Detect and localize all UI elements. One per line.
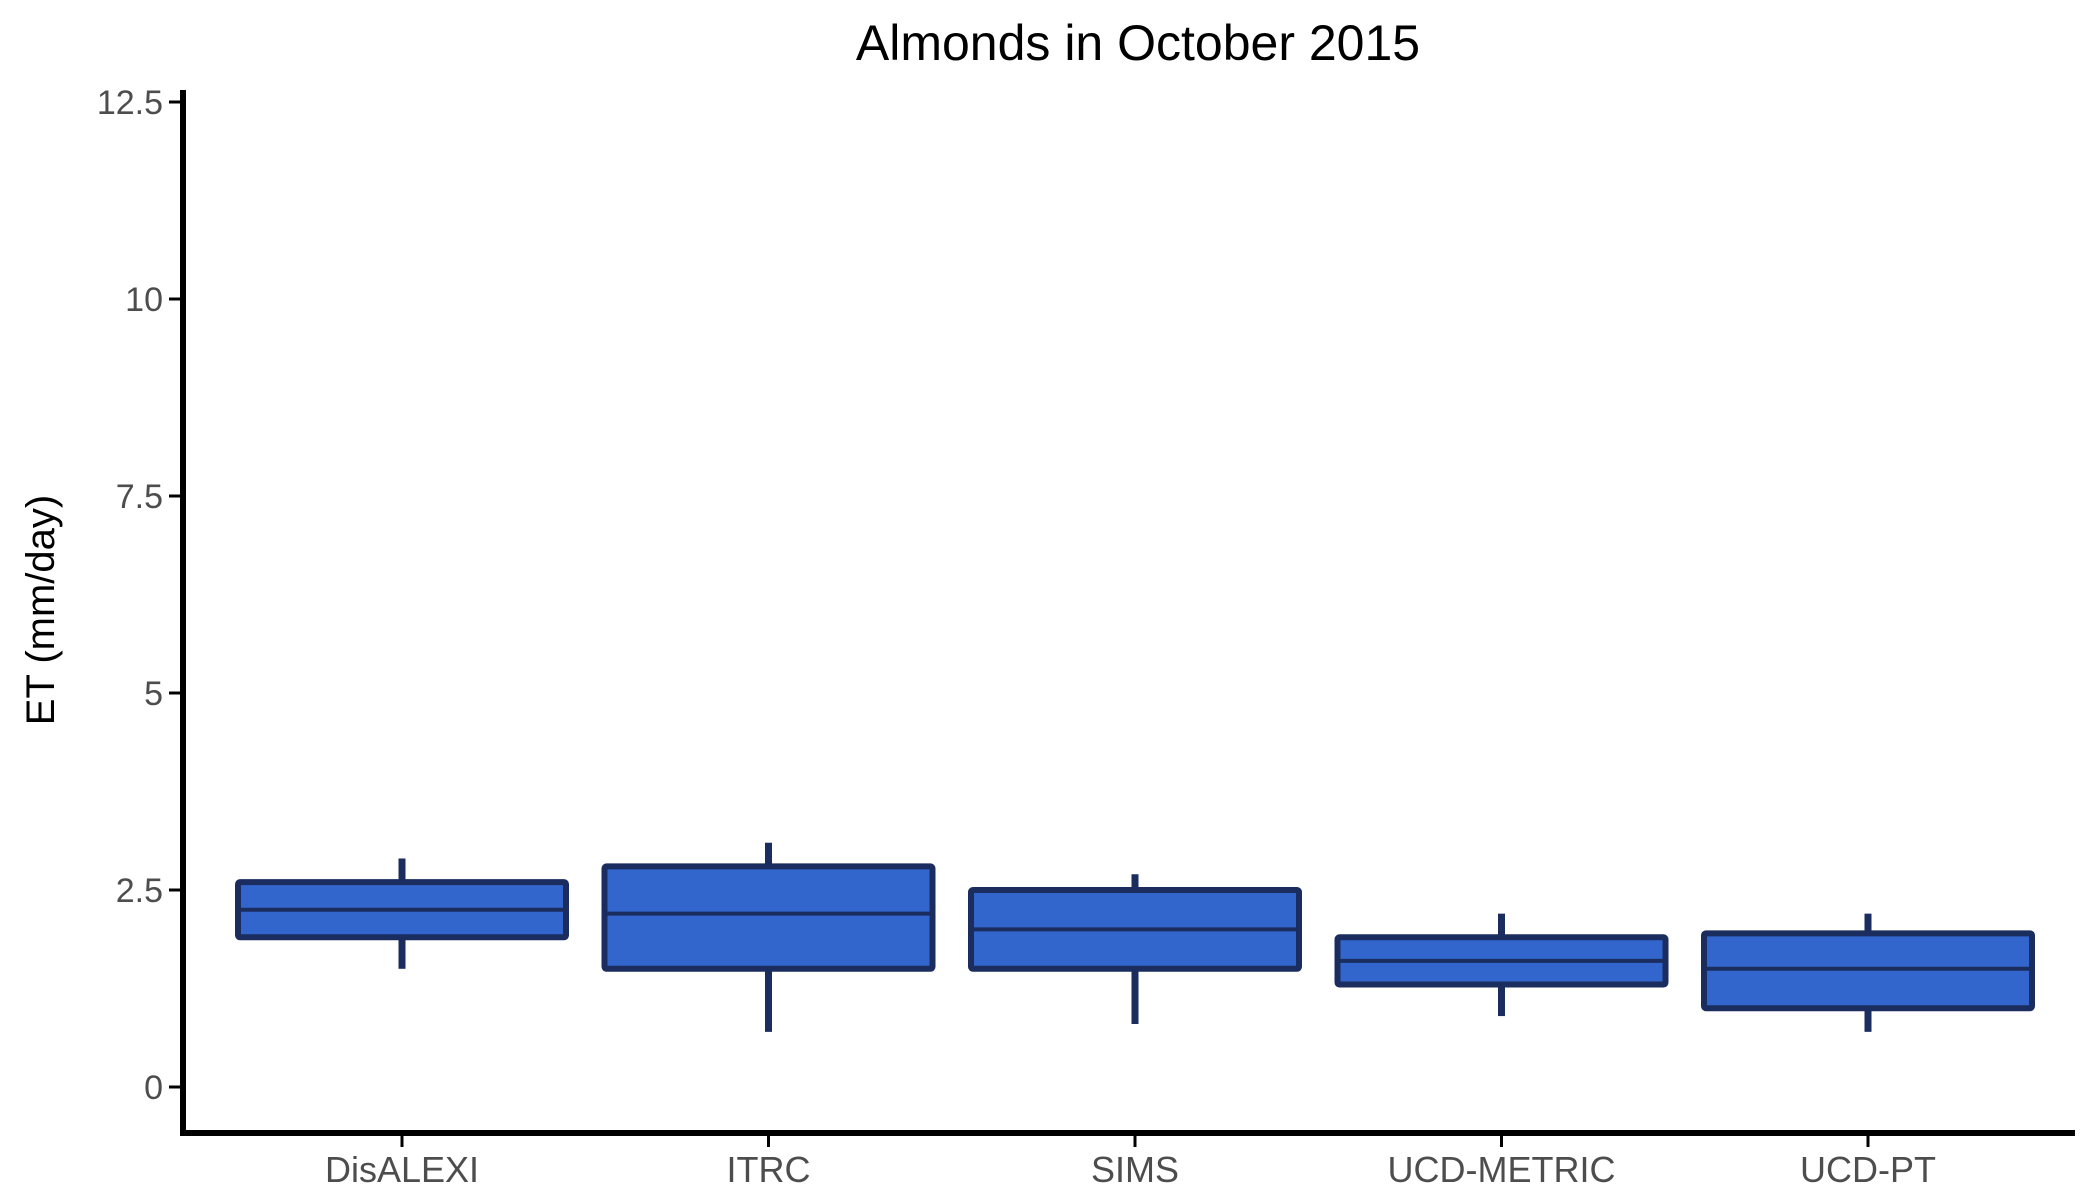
y-tick-label: 2.5 xyxy=(116,872,163,910)
y-axis-label: ET (mm/day) xyxy=(19,495,63,725)
box-iqr xyxy=(601,863,936,972)
y-tick-label: 12.5 xyxy=(97,84,163,122)
y-tick-label: 7.5 xyxy=(116,478,163,516)
plot-area: 0 2.5 5 7.5 10 12.5 DisALEXI ITRC SIMS UCD-METRIC… xyxy=(97,84,2075,1190)
x-tick-label: SIMS xyxy=(1091,1149,1179,1190)
x-tick-label: UCD-PT xyxy=(1800,1149,1936,1190)
x-tick-label: DisALEXI xyxy=(325,1149,479,1190)
y-tick-label: 0 xyxy=(144,1069,163,1107)
x-tick-label: ITRC xyxy=(727,1149,811,1190)
x-tick-label: UCD-METRIC xyxy=(1388,1149,1616,1190)
y-tick-label: 10 xyxy=(125,281,163,319)
y-tick-label: 5 xyxy=(144,675,163,713)
chart-title: Almonds in October 2015 xyxy=(856,15,1420,71)
